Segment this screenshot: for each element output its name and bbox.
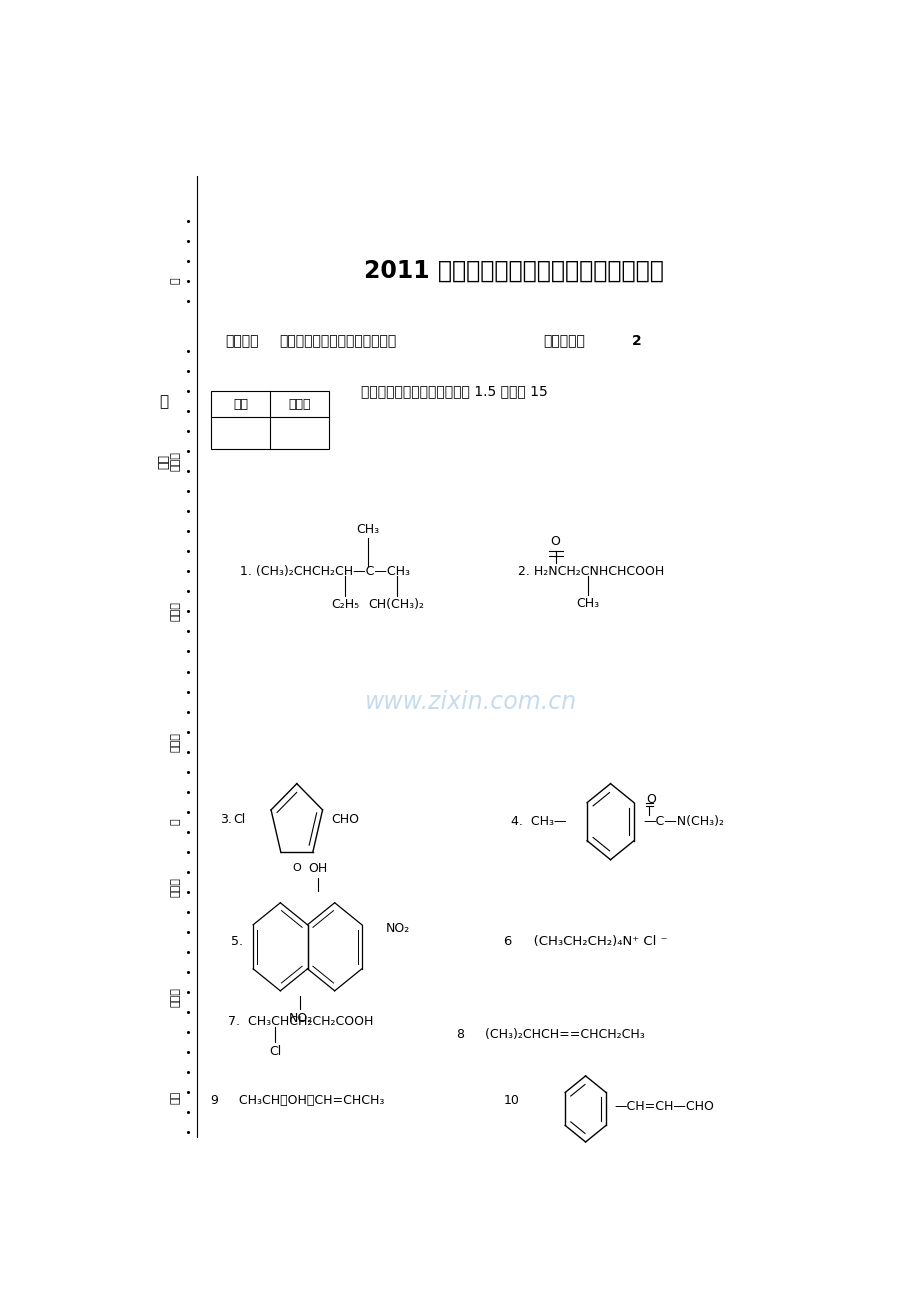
- Text: 3.: 3.: [221, 814, 233, 827]
- Text: C₂H₅: C₂H₅: [331, 598, 359, 611]
- Text: 9     CH₃CH（OH）CH=CHCH₃: 9 CH₃CH（OH）CH=CHCH₃: [211, 1095, 384, 1108]
- Text: 密: 密: [170, 278, 180, 285]
- Text: OH: OH: [308, 862, 327, 875]
- Text: 密: 密: [170, 819, 180, 826]
- Text: 年级：: 年级：: [170, 876, 180, 897]
- Text: O: O: [292, 863, 301, 872]
- Text: 4.  CH₃—: 4. CH₃—: [510, 815, 565, 828]
- Text: 1. (CH₃)₂CHCH₂CH—C—CH₃: 1. (CH₃)₂CHCH₂CH—C—CH₃: [240, 566, 409, 578]
- Text: Cl: Cl: [269, 1045, 281, 1058]
- Text: CH₃: CH₃: [575, 597, 598, 610]
- Text: 得分: 得分: [233, 398, 248, 411]
- Text: 5.: 5.: [231, 935, 243, 948]
- Text: O: O: [550, 534, 560, 547]
- Text: 系：: 系：: [170, 1091, 180, 1104]
- Text: 阅卷人: 阅卷人: [288, 398, 311, 411]
- Text: 适: 适: [159, 394, 168, 408]
- Text: 2. H₂NCH₂CNHCHCOOH: 2. H₂NCH₂CNHCHCOOH: [517, 566, 664, 578]
- Text: 专业：: 专业：: [170, 987, 180, 1006]
- Text: 2: 2: [631, 334, 641, 348]
- Text: 7.  CH₃CHCH₂CH₂COOH: 7. CH₃CHCH₂CH₂COOH: [227, 1015, 372, 1028]
- Text: NO₂: NO₂: [386, 922, 410, 935]
- Text: 6     (CH₃CH₂CH₂)₄N⁺ Cl ⁻: 6 (CH₃CH₂CH₂)₄N⁺ Cl ⁻: [503, 935, 666, 948]
- Text: 2011 级大专班《有机化学》期末试卷试卷: 2011 级大专班《有机化学》期末试卷试卷: [364, 259, 664, 283]
- Bar: [211, 391, 329, 450]
- Text: 一、命名下列化合物（每小题 1.5 分，共 15: 一、命名下列化合物（每小题 1.5 分，共 15: [360, 385, 547, 398]
- Text: O: O: [645, 793, 655, 806]
- Text: CH₃: CH₃: [357, 523, 380, 536]
- Text: CH(CH₃)₂: CH(CH₃)₂: [369, 598, 425, 611]
- Text: 10: 10: [503, 1095, 519, 1108]
- Text: 分）: 分）: [157, 454, 170, 469]
- Text: NO₂: NO₂: [288, 1013, 312, 1026]
- Text: 8     (CH₃)₂CHCH==CHCH₂CH₃: 8 (CH₃)₂CHCH==CHCH₂CH₃: [457, 1028, 644, 1041]
- Text: www.zixin.com.cn: www.zixin.com.cn: [365, 689, 577, 714]
- Text: 班级：: 班级：: [170, 732, 180, 751]
- Text: —CH=CH—CHO: —CH=CH—CHO: [614, 1100, 713, 1113]
- Text: CHO: CHO: [331, 814, 358, 827]
- Text: 课程代码：: 课程代码：: [542, 334, 584, 348]
- Text: Cl: Cl: [233, 814, 245, 827]
- Text: 学号：: 学号：: [170, 602, 180, 621]
- Text: 姓名：: 姓名：: [170, 451, 180, 471]
- Text: 用专业：: 用专业：: [225, 334, 259, 348]
- Text: 三年制高职环境监测与治理技术: 三年制高职环境监测与治理技术: [278, 334, 396, 348]
- Text: —C—N(CH₃)₂: —C—N(CH₃)₂: [642, 815, 723, 828]
